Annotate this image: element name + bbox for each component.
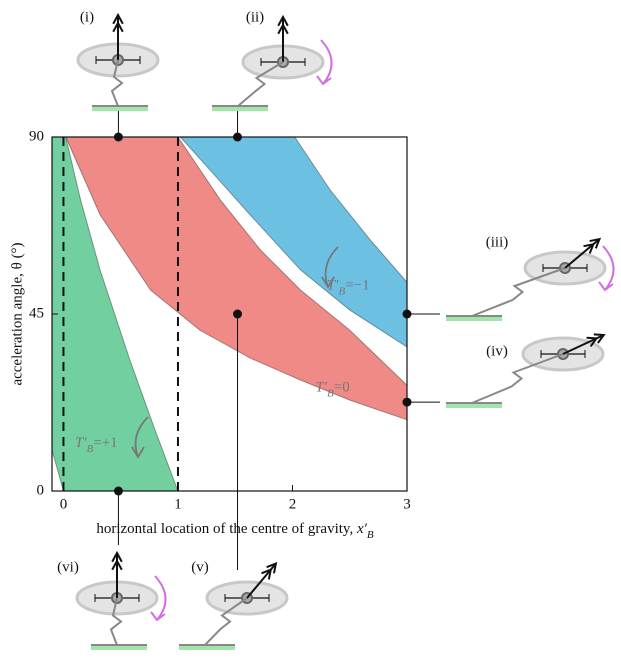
region-label: T′B=−1 xyxy=(327,278,370,297)
leg xyxy=(237,61,284,107)
state-label: (iii) xyxy=(486,234,509,250)
torque-arrow xyxy=(316,39,333,86)
label-main: T′ xyxy=(315,380,327,396)
state-label: (v) xyxy=(191,559,209,575)
state-point xyxy=(113,486,123,496)
arrowhead xyxy=(589,237,602,249)
state-point xyxy=(402,397,412,407)
arrowhead xyxy=(593,333,606,344)
label-main: T′ xyxy=(75,435,87,451)
arrowhead xyxy=(111,558,123,571)
ground xyxy=(91,645,147,650)
arrowhead xyxy=(261,568,273,580)
region-label: T′B=0 xyxy=(315,380,349,399)
label-sub: B xyxy=(87,442,94,454)
rotation-arrowhead xyxy=(321,276,335,289)
arrowhead xyxy=(112,12,124,25)
arrowhead xyxy=(277,22,289,35)
state-label: (ii) xyxy=(246,9,264,25)
x-tick-label: 3 xyxy=(403,496,411,512)
state-point xyxy=(402,309,412,319)
x-axis-label: horizontal location of the centre of gra… xyxy=(96,521,374,540)
arrowhead xyxy=(266,561,278,574)
y-axis-label: acceleration angle, θ (°) xyxy=(9,242,25,385)
arrowhead xyxy=(112,20,124,33)
label-main: T′ xyxy=(327,278,339,294)
ground xyxy=(179,645,235,650)
torque-arrow xyxy=(598,245,615,292)
state-label: (i) xyxy=(80,9,94,25)
leg xyxy=(204,597,248,646)
rotation-arrow xyxy=(134,416,149,458)
leg xyxy=(471,353,564,404)
leg xyxy=(110,59,124,107)
label-sub: B xyxy=(327,387,334,399)
arrowhead xyxy=(583,242,595,254)
ground xyxy=(446,403,502,408)
x-tick-label: 2 xyxy=(289,496,297,512)
state-point xyxy=(233,309,243,319)
label-rest: =0 xyxy=(334,380,350,396)
label-sub: B xyxy=(338,285,345,297)
rotation-arrow xyxy=(324,246,339,288)
state-point xyxy=(113,132,123,142)
leg xyxy=(471,267,566,317)
x-tick-label: 0 xyxy=(60,496,68,512)
state-label: (iv) xyxy=(486,343,508,359)
ground xyxy=(92,106,148,111)
ground xyxy=(212,106,268,111)
x-tick-label: 1 xyxy=(174,496,182,512)
arrowhead xyxy=(277,14,289,27)
rotation-arrowhead xyxy=(131,446,145,459)
region xyxy=(51,136,179,492)
y-tick-label: 0 xyxy=(37,482,45,498)
label-rest: =+1 xyxy=(93,435,117,451)
label-rest: =−1 xyxy=(345,278,369,294)
state-label: (vi) xyxy=(57,559,79,575)
torque-arrow xyxy=(150,575,167,622)
ground xyxy=(446,316,502,321)
state-point xyxy=(233,132,243,142)
arrowhead xyxy=(586,336,599,348)
arrowhead xyxy=(111,550,123,563)
y-tick-label: 45 xyxy=(29,305,44,321)
region-label: T′B=+1 xyxy=(75,435,118,454)
y-tick-label: 90 xyxy=(29,128,44,144)
leg xyxy=(109,597,123,646)
